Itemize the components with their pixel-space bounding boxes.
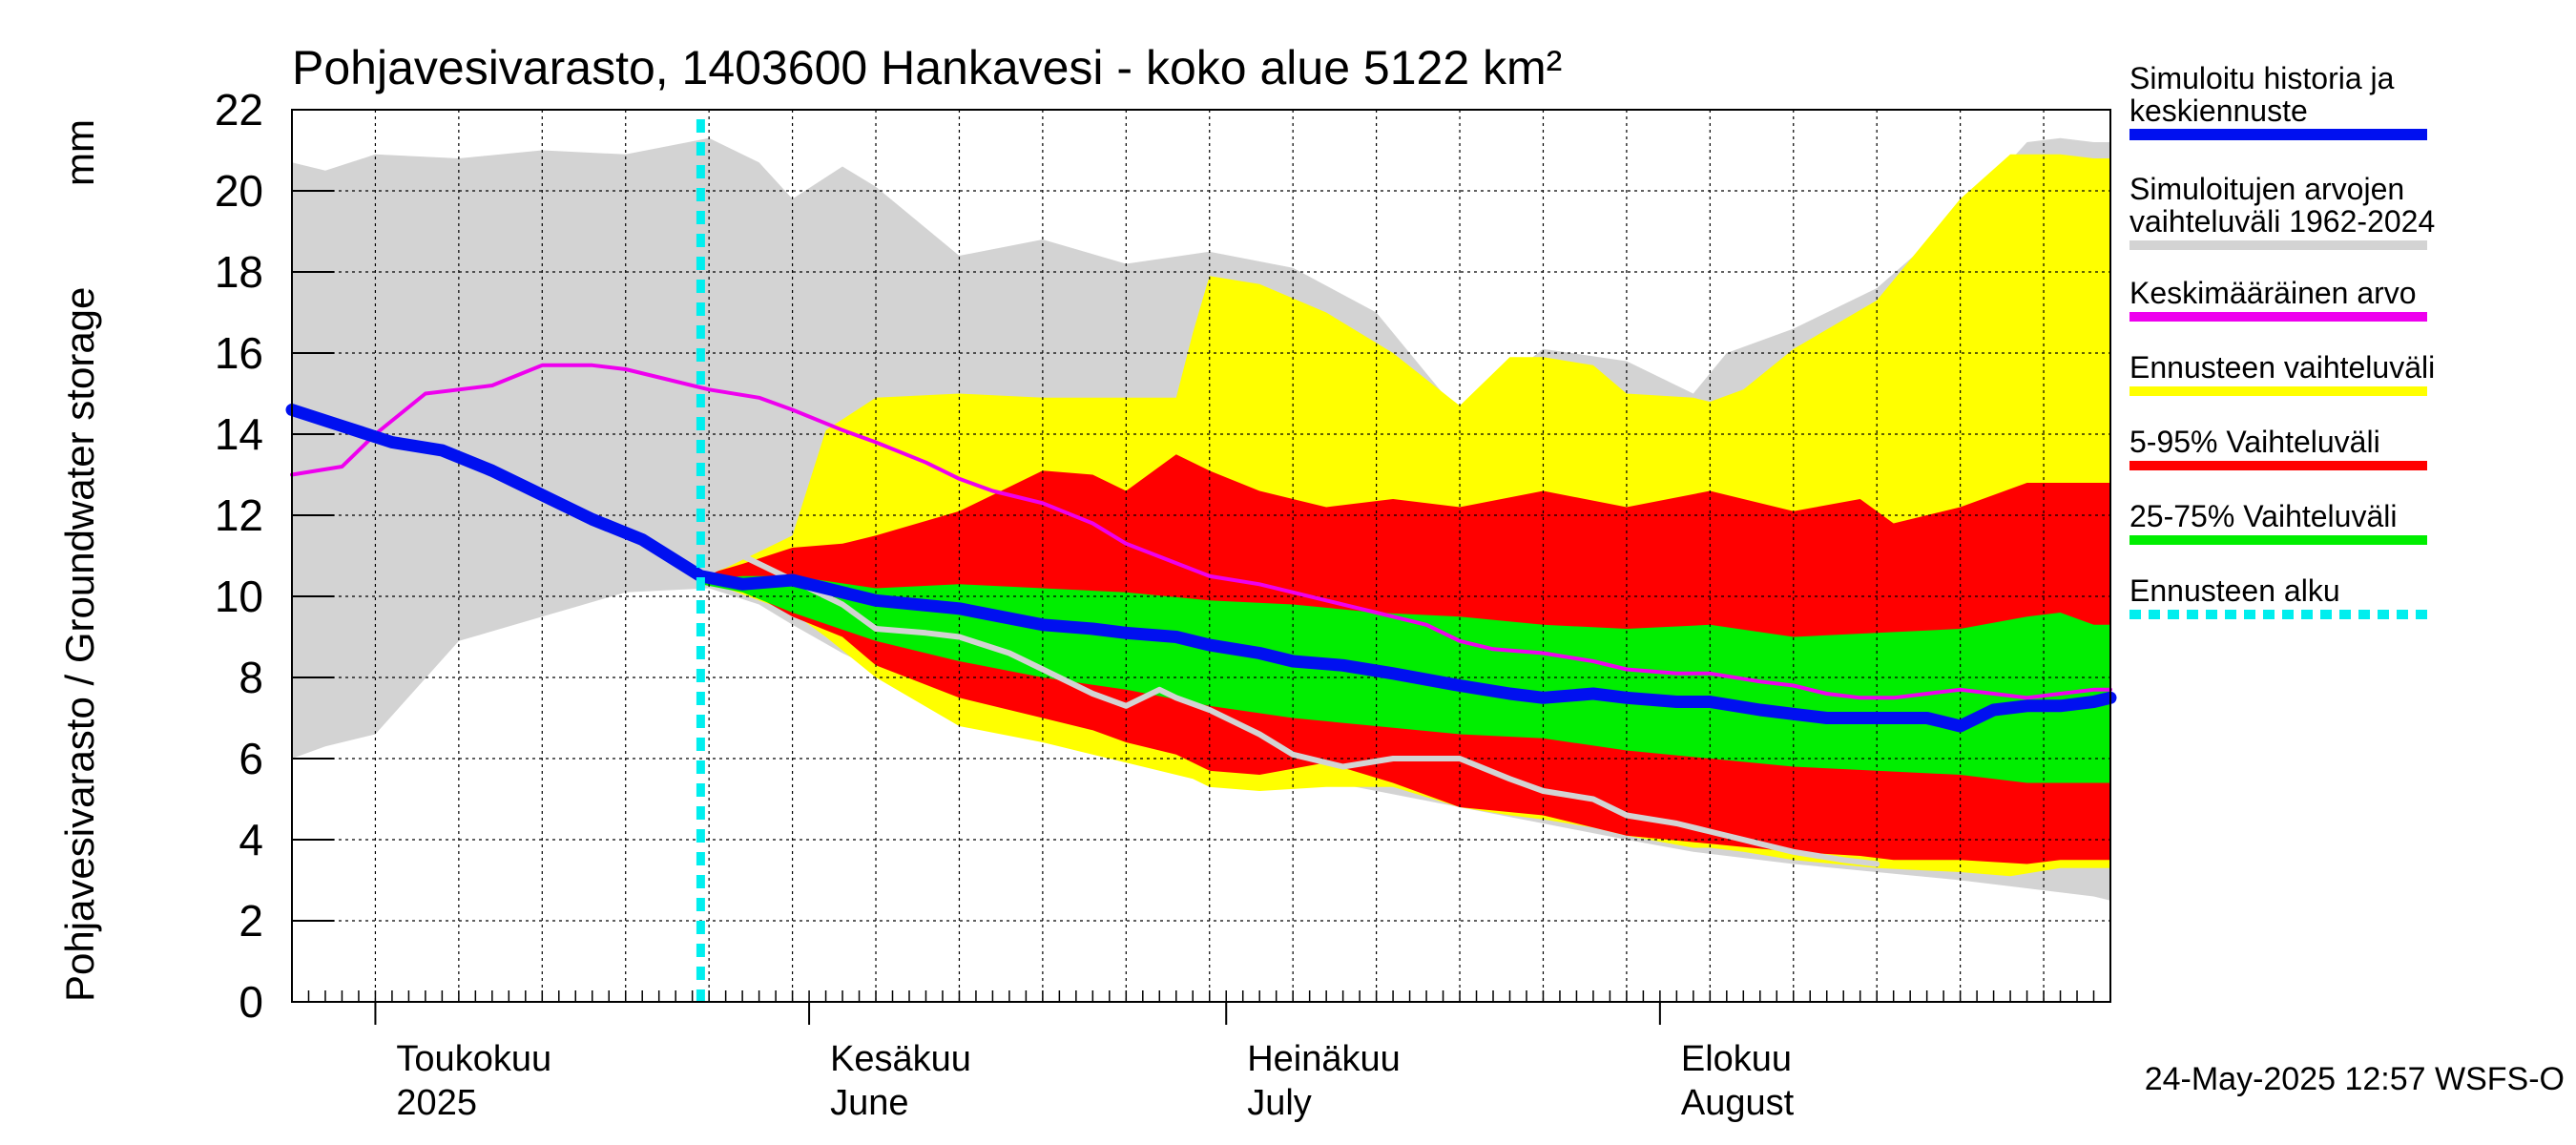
month-label-en: July xyxy=(1247,1083,1312,1123)
y-tick-label: 4 xyxy=(239,815,263,864)
footer-timestamp: 24-May-2025 12:57 WSFS-O xyxy=(2145,1061,2565,1097)
line-mean-value xyxy=(290,363,2112,700)
line-historical-trace xyxy=(697,552,1880,867)
y-axis-label: Pohjavesivarasto / Groundwater storage xyxy=(57,287,102,1002)
y-tick-label: 16 xyxy=(215,328,263,378)
legend-label: Keskimääräinen arvo xyxy=(2129,276,2417,310)
legend-label: 5-95% Vaihteluväli xyxy=(2129,425,2380,459)
y-tick-label: 2 xyxy=(239,896,263,946)
legend-label: Simuloitujen arvojen vaihteluväli 1962-20… xyxy=(2129,172,2435,239)
month-label-fi: Heinäkuu xyxy=(1247,1039,1401,1079)
month-label-en: 2025 xyxy=(396,1083,477,1123)
month-label-fi: Kesäkuu xyxy=(830,1039,971,1079)
month-label-en: August xyxy=(1681,1083,1795,1123)
y-tick-label: 10 xyxy=(215,572,263,621)
line-simulated-history xyxy=(285,404,2117,733)
month-label-fi: Toukokuu xyxy=(396,1039,551,1079)
legend-label: 25-75% Vaihteluväli xyxy=(2129,499,2397,533)
y-tick-label: 8 xyxy=(239,653,263,702)
month-label-en: June xyxy=(830,1083,908,1123)
y-tick-label: 20 xyxy=(215,166,263,216)
y-tick-label: 6 xyxy=(239,734,263,783)
x-axis-ticks xyxy=(291,990,2111,1025)
y-tick-label: 14 xyxy=(215,409,263,459)
month-label-fi: Elokuu xyxy=(1681,1039,1792,1079)
y-axis-unit: mm xyxy=(57,119,102,186)
y-tick-label: 18 xyxy=(215,247,263,297)
chart-title: Pohjavesivarasto, 1403600 Hankavesi - ko… xyxy=(292,41,1562,94)
y-axis-ticks: 0 2 4 6 8 10 12 14 16 18 20 22 xyxy=(215,85,334,1027)
y-tick-label: 0 xyxy=(239,977,263,1027)
legend-label: Ennusteen alku xyxy=(2129,573,2340,608)
y-tick-label: 22 xyxy=(215,85,263,135)
legend-label: Ennusteen vaihteluväli xyxy=(2129,350,2435,385)
legend-label: Simuloitu historia ja keskiennuste xyxy=(2129,61,2395,128)
line-layers xyxy=(285,119,2117,1002)
y-tick-label: 12 xyxy=(215,490,263,540)
plot-frame xyxy=(291,109,2111,1003)
legend: Simuloitu historia ja keskiennuste Simuloi… xyxy=(2129,61,2435,619)
